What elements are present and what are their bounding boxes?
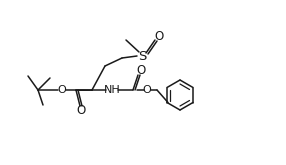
Text: O: O: [143, 85, 151, 95]
Text: O: O: [57, 85, 66, 95]
Text: O: O: [76, 104, 86, 117]
Text: O: O: [136, 64, 146, 77]
Text: NH: NH: [104, 85, 120, 95]
Text: S: S: [138, 50, 146, 63]
Text: O: O: [154, 30, 164, 43]
